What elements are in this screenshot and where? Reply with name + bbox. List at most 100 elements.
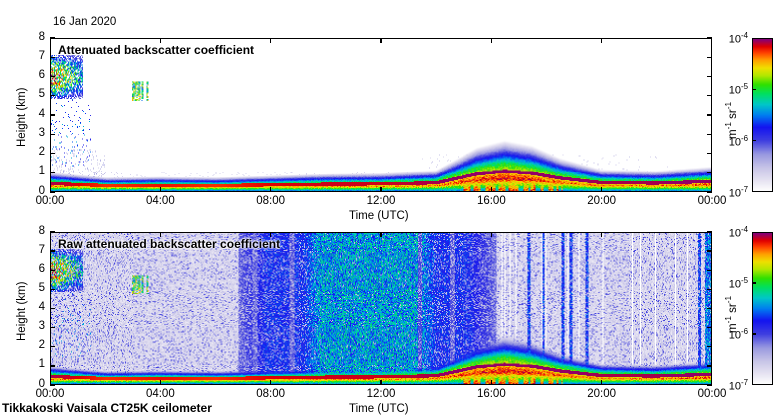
heatmap-canvas-raw <box>51 233 711 384</box>
y-tick-mark <box>50 133 55 135</box>
y-tick-label: 6 <box>38 69 45 81</box>
y-tick-mark <box>707 75 712 78</box>
y-tick-mark <box>707 172 712 174</box>
y-tick-mark <box>50 326 55 329</box>
x-tick-label: 00:00 <box>35 388 65 400</box>
y-axis-title: Height (km) <box>16 281 28 341</box>
y-tick-mark <box>50 346 55 348</box>
y-tick-mark <box>50 75 55 78</box>
y-tick-mark <box>50 95 55 97</box>
x-tick-label: 16:00 <box>476 388 506 400</box>
x-tick-label: 00:00 <box>697 195 727 207</box>
y-tick-label: 8 <box>38 30 45 43</box>
panel2-title: Raw attenuated backscatter coefficient <box>58 237 281 251</box>
colorbar-gradient-2 <box>753 233 772 384</box>
y-tick-mark <box>50 307 55 310</box>
y-tick-mark <box>707 133 712 135</box>
y-tick-mark <box>707 384 712 386</box>
x-tick-label: 20:00 <box>587 388 617 400</box>
y-tick-mark <box>707 56 712 58</box>
x-tick-label: 16:00 <box>476 195 506 207</box>
y-tick-label: 0 <box>38 377 45 390</box>
y-tick-label: 7 <box>38 243 45 256</box>
y-tick-label: 2 <box>38 146 45 158</box>
y-tick-mark <box>50 269 55 271</box>
x-tick-label: 08:00 <box>256 195 286 207</box>
x-axis-title: Time (UTC) <box>349 403 409 415</box>
x-tick-mark <box>490 187 492 192</box>
x-tick-mark <box>601 38 603 43</box>
y-tick-mark <box>50 172 55 174</box>
colorbar-tick-mark <box>752 333 756 335</box>
y-tick-mark <box>50 288 55 291</box>
x-tick-mark <box>601 187 603 192</box>
colorbar-panel1 <box>752 38 773 192</box>
colorbar-tick-label: 10-6 <box>728 327 748 342</box>
x-tick-label: 04:00 <box>145 388 175 400</box>
x-tick-mark <box>159 187 161 192</box>
colorbar-tick-label: 10-7 <box>728 378 748 393</box>
panel1-title: Attenuated backscatter coefficient <box>58 43 255 57</box>
colorbar-gradient-1 <box>753 39 772 191</box>
x-tick-mark <box>490 380 492 385</box>
x-tick-mark <box>601 380 603 385</box>
x-tick-mark <box>380 380 382 385</box>
x-tick-mark <box>159 232 161 237</box>
y-tick-label: 5 <box>38 281 45 294</box>
x-tick-mark <box>270 380 272 385</box>
y-tick-label: 2 <box>38 339 45 352</box>
y-tick-mark <box>50 37 55 39</box>
panel-attenuated-backscatter <box>50 38 712 192</box>
y-tick-mark <box>50 250 55 252</box>
colorbar-tick-label: 10-5 <box>728 275 748 291</box>
x-tick-mark <box>270 38 272 43</box>
y-tick-mark <box>707 231 712 233</box>
y-tick-mark <box>50 191 55 193</box>
y-tick-mark <box>50 114 55 116</box>
y-tick-label: 1 <box>38 165 45 178</box>
y-tick-mark <box>707 307 712 310</box>
y-tick-label: 3 <box>38 320 45 333</box>
figure-footer: Tikkakoski Vaisala CT25K ceilometer <box>2 401 212 415</box>
x-tick-mark <box>380 232 382 237</box>
y-tick-mark <box>707 365 712 367</box>
y-tick-label: 5 <box>38 88 45 101</box>
x-axis-title: Time (UTC) <box>349 210 409 222</box>
y-tick-label: 7 <box>38 49 45 62</box>
x-tick-mark <box>601 232 603 237</box>
y-tick-label: 4 <box>38 301 45 313</box>
colorbar-tick-mark <box>752 88 756 90</box>
x-tick-label: 04:00 <box>145 195 175 207</box>
x-tick-mark <box>159 380 161 385</box>
x-tick-mark <box>490 232 492 237</box>
x-tick-label: 00:00 <box>35 195 65 207</box>
x-tick-label: 12:00 <box>366 195 396 207</box>
y-tick-mark <box>707 114 712 116</box>
x-tick-label: 08:00 <box>256 388 286 400</box>
y-tick-mark <box>50 152 55 155</box>
x-tick-mark <box>270 232 272 237</box>
y-tick-mark <box>707 288 712 291</box>
y-tick-label: 3 <box>38 126 45 139</box>
y-tick-mark <box>707 95 712 97</box>
y-tick-label: 4 <box>38 107 45 120</box>
panel-raw-attenuated-backscatter <box>50 232 712 385</box>
x-tick-label: 12:00 <box>366 388 396 400</box>
colorbar-tick-mark <box>752 140 756 142</box>
y-tick-mark <box>50 365 55 367</box>
y-tick-label: 1 <box>38 358 45 371</box>
y-tick-mark <box>50 231 55 233</box>
colorbar-title: m-1 sr-1 <box>724 101 739 139</box>
x-tick-mark <box>380 187 382 192</box>
x-tick-mark <box>380 38 382 43</box>
x-tick-mark <box>270 187 272 192</box>
y-tick-mark <box>50 384 55 386</box>
y-tick-mark <box>707 250 712 252</box>
colorbar-tick-label: 10-6 <box>728 133 748 149</box>
x-tick-mark <box>159 38 161 43</box>
colorbar-tick-mark <box>752 282 756 284</box>
y-tick-mark <box>707 346 712 348</box>
y-tick-mark <box>50 56 55 58</box>
y-tick-label: 6 <box>38 262 45 275</box>
